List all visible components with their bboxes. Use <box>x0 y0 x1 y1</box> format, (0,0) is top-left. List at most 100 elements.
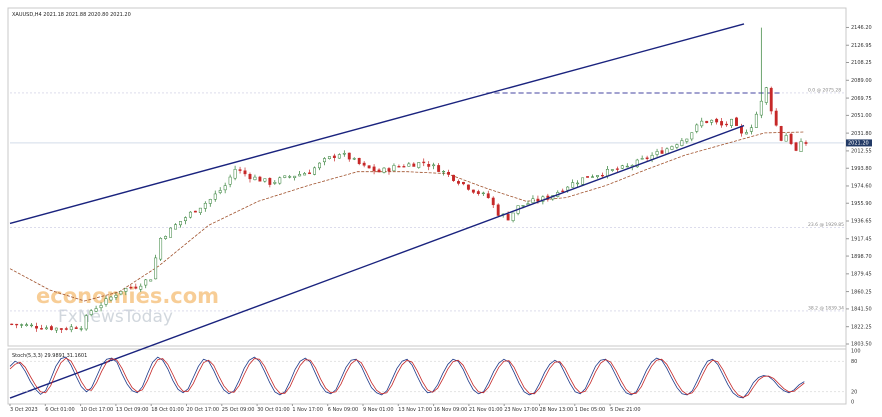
candle-body <box>417 162 421 168</box>
candle-body <box>596 175 599 178</box>
candle-body <box>457 181 460 184</box>
candle-body <box>288 176 292 178</box>
candle-body <box>452 174 455 181</box>
time-tick-label: 5 Dec 21:00 <box>610 407 640 413</box>
candle-body <box>149 279 153 282</box>
fib-level-label: 38.2 @ 1839.34 <box>808 305 844 311</box>
candle-body <box>601 174 604 177</box>
candle-body <box>313 167 316 175</box>
candle-body <box>576 182 580 185</box>
trend-channel[interactable] <box>9 23 745 399</box>
candle-body <box>640 158 644 160</box>
candle-body <box>625 165 629 168</box>
candle-body <box>213 193 217 200</box>
candle-body <box>744 132 748 135</box>
candle-body <box>308 172 312 175</box>
candle-body <box>645 157 649 159</box>
candle-body <box>476 191 480 194</box>
watermark-fxnewstoday: FxNewsToday <box>58 307 173 327</box>
time-tick-label: 18 Oct 01:00 <box>151 407 184 413</box>
candle-body <box>685 138 689 142</box>
price-tick-label: 1936.65 <box>851 219 872 225</box>
candle-body <box>506 213 510 221</box>
candle-body <box>253 176 257 181</box>
candle-body <box>392 165 396 172</box>
time-tick-label: 16 Nov 09:00 <box>434 407 468 413</box>
candle-body <box>303 173 307 176</box>
candle-body <box>94 308 98 312</box>
oscillator-info: Stoch(5,3,3) 29.9891 31.1601 <box>12 353 87 359</box>
candle-body <box>496 204 500 216</box>
stochastic-oscillator: 100 80 20 0 <box>9 349 861 406</box>
time-tick-label: 21 Nov 01:00 <box>469 407 503 413</box>
time-tick-label: 3 Oct 2023 <box>10 407 38 413</box>
candle-body <box>139 285 143 290</box>
candle-body <box>586 176 590 178</box>
candle-body <box>615 168 619 170</box>
candle-body <box>536 198 540 202</box>
candle-body <box>208 199 212 204</box>
candle-body <box>715 118 719 123</box>
time-tick-label: 25 Oct 09:00 <box>222 407 255 413</box>
candle-body <box>397 166 401 168</box>
candle-body <box>164 236 168 239</box>
candle-body <box>15 323 19 326</box>
candle-body <box>104 298 108 305</box>
candle-body <box>203 202 207 209</box>
candle-body <box>318 162 321 169</box>
candle-body <box>20 324 24 326</box>
candle-body <box>387 168 391 172</box>
price-tick-label: 1822.25 <box>851 324 872 330</box>
candle-body <box>84 315 88 330</box>
candle-body <box>655 151 659 155</box>
candle-body <box>804 142 808 144</box>
candle-body <box>437 165 441 172</box>
candle-body <box>263 178 267 182</box>
candle-body <box>725 123 729 126</box>
candle-body <box>109 296 113 301</box>
candle-body <box>561 190 565 192</box>
candle-body <box>486 193 490 199</box>
price-tick-label: 2108.25 <box>851 60 872 66</box>
candle-body <box>45 327 48 330</box>
price-tick-label: 2126.95 <box>851 43 872 49</box>
candle-body <box>159 238 163 260</box>
candle-body <box>99 305 103 309</box>
fibonacci-levels: 0.0 @ 2075.28 23.6 @ 1929.85 38.2 @ 1839.3… <box>10 87 872 311</box>
candle-body <box>258 176 262 182</box>
candle-body <box>223 185 227 191</box>
candle-body <box>447 171 451 175</box>
candle-body <box>193 210 197 213</box>
osc-tick-label: 80 <box>851 359 857 365</box>
candle-body <box>491 197 495 206</box>
time-tick-label: 13 Oct 09:00 <box>116 407 149 413</box>
candle-body <box>69 326 73 331</box>
candle-body <box>427 163 431 167</box>
candle-body <box>605 168 609 177</box>
oscillator-panel-frame <box>7 348 847 405</box>
candle-body <box>30 324 34 327</box>
candle-body <box>720 121 724 126</box>
candle-body <box>238 169 242 171</box>
time-tick-label: 20 Oct 17:00 <box>187 407 220 413</box>
candle-body <box>169 227 173 238</box>
candle-body <box>174 224 177 230</box>
candle-body <box>531 198 535 203</box>
candle-body <box>40 328 43 330</box>
candle-body <box>730 118 733 126</box>
time-tick-label: 10 Oct 17:00 <box>81 407 114 413</box>
candle-body <box>35 326 38 329</box>
candle-body <box>670 146 674 150</box>
price-tick-label: 2031.80 <box>851 131 872 137</box>
candle-body <box>700 120 704 127</box>
main-panel-frame <box>7 7 847 347</box>
price-tick-label: 1898.70 <box>851 254 872 260</box>
time-tick-label: 6 Oct 01:00 <box>45 407 74 413</box>
stoch-line-1 <box>9 356 805 399</box>
price-tick-label: 1993.80 <box>851 166 872 172</box>
candle-body <box>511 212 515 221</box>
time-tick-label: 1 Nov 17:00 <box>292 407 323 413</box>
price-tick-label: 2051.00 <box>851 113 872 119</box>
